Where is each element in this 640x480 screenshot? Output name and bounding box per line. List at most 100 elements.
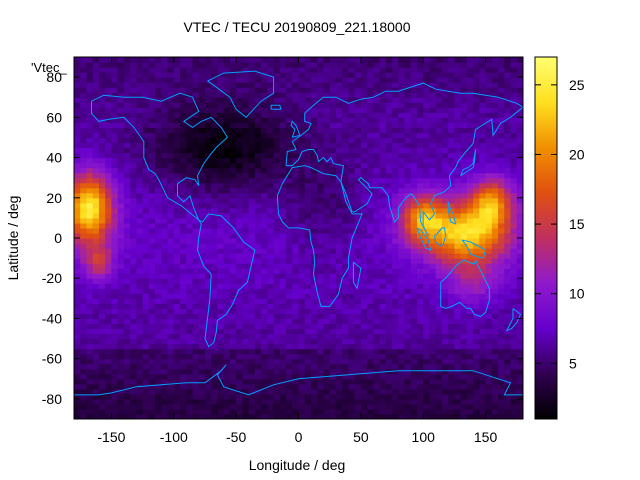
heat-cell	[242, 338, 250, 345]
heat-cell	[348, 263, 356, 269]
heat-cell	[335, 232, 343, 239]
heat-cell	[392, 92, 399, 98]
heat-cell	[379, 142, 387, 149]
heat-cell	[485, 157, 493, 164]
heat-cell	[204, 92, 212, 98]
heat-cell	[398, 413, 406, 419]
heat-cell	[448, 378, 456, 385]
heat-cell	[491, 298, 499, 304]
heat-cell	[329, 288, 337, 294]
heat-cell	[86, 333, 94, 340]
heat-cell	[410, 152, 418, 159]
heat-cell	[348, 303, 356, 309]
heat-cell	[304, 152, 312, 159]
heat-cell	[180, 82, 187, 88]
heat-cell	[423, 162, 431, 169]
heat-cell	[111, 243, 119, 249]
heat-cell	[292, 403, 300, 410]
heat-cell	[342, 398, 349, 405]
heat-cell	[329, 413, 337, 419]
heat-cell	[373, 67, 381, 73]
heat-cell	[392, 147, 399, 154]
heat-cell	[410, 142, 418, 149]
heat-cell	[491, 253, 499, 259]
heat-cell	[298, 343, 306, 350]
heat-cell	[454, 293, 462, 299]
heat-cell	[130, 333, 137, 340]
heat-cell	[323, 217, 331, 224]
heat-cell	[404, 62, 412, 68]
heat-cell	[123, 172, 131, 179]
heat-cell	[491, 197, 499, 204]
heat-cell	[423, 187, 431, 194]
heat-cell	[92, 343, 100, 350]
heat-cell	[292, 258, 300, 264]
heat-cell	[117, 248, 125, 254]
heat-cell	[304, 403, 312, 410]
heat-cell	[410, 308, 418, 315]
heat-cell	[429, 197, 437, 204]
heat-cell	[204, 313, 212, 320]
heat-cell	[242, 248, 250, 254]
heat-cell	[498, 248, 505, 254]
heat-cell	[198, 368, 206, 375]
heat-cell	[105, 172, 113, 179]
heat-cell	[74, 182, 81, 189]
heat-cell	[367, 243, 374, 249]
heat-cell	[504, 383, 512, 390]
heat-cell	[410, 268, 418, 274]
heat-cell	[398, 313, 406, 320]
heat-cell	[498, 132, 505, 139]
heat-cell	[180, 408, 187, 415]
heat-cell	[466, 278, 474, 284]
heat-cell	[180, 398, 187, 405]
heat-cell	[198, 92, 206, 98]
heat-cell	[360, 293, 368, 299]
heat-cell	[173, 222, 181, 229]
heat-cell	[236, 363, 243, 370]
heat-cell	[348, 333, 356, 340]
heat-cell	[410, 187, 418, 194]
heat-cell	[460, 82, 468, 88]
heat-cell	[248, 197, 256, 204]
heat-cell	[398, 363, 406, 370]
heat-cell	[148, 338, 156, 345]
heat-cell	[92, 268, 100, 274]
heat-cell	[286, 107, 293, 113]
heat-cell	[198, 177, 206, 184]
heat-cell	[248, 182, 256, 189]
heat-cell	[186, 338, 194, 345]
heat-cell	[404, 373, 412, 380]
heat-cell	[242, 132, 250, 139]
heat-cell	[317, 238, 325, 244]
heat-cell	[454, 328, 462, 335]
heat-cell	[105, 182, 113, 189]
heat-cell	[473, 152, 480, 159]
heat-cell	[429, 217, 437, 224]
heat-cell	[80, 318, 88, 325]
heat-cell	[329, 313, 337, 320]
heat-cell	[74, 313, 81, 320]
heat-cell	[123, 283, 131, 289]
heat-cell	[105, 308, 113, 315]
heat-cell	[354, 62, 362, 68]
heat-cell	[248, 263, 256, 269]
heat-cell	[261, 102, 268, 108]
heat-cell	[204, 172, 212, 179]
heat-cell	[217, 222, 225, 229]
heat-cell	[435, 368, 443, 375]
heat-cell	[423, 132, 431, 139]
heat-cell	[261, 232, 268, 239]
heat-cell	[404, 67, 412, 73]
heat-cell	[111, 232, 119, 239]
heat-cell	[123, 157, 131, 164]
heat-cell	[498, 328, 505, 335]
heat-cell	[217, 248, 225, 254]
heat-cell	[211, 343, 219, 350]
heat-cell	[161, 263, 169, 269]
heat-cell	[92, 363, 100, 370]
heat-cell	[117, 313, 125, 320]
heat-cell	[373, 112, 381, 118]
heat-cell	[117, 358, 125, 365]
heat-cell	[211, 303, 219, 309]
